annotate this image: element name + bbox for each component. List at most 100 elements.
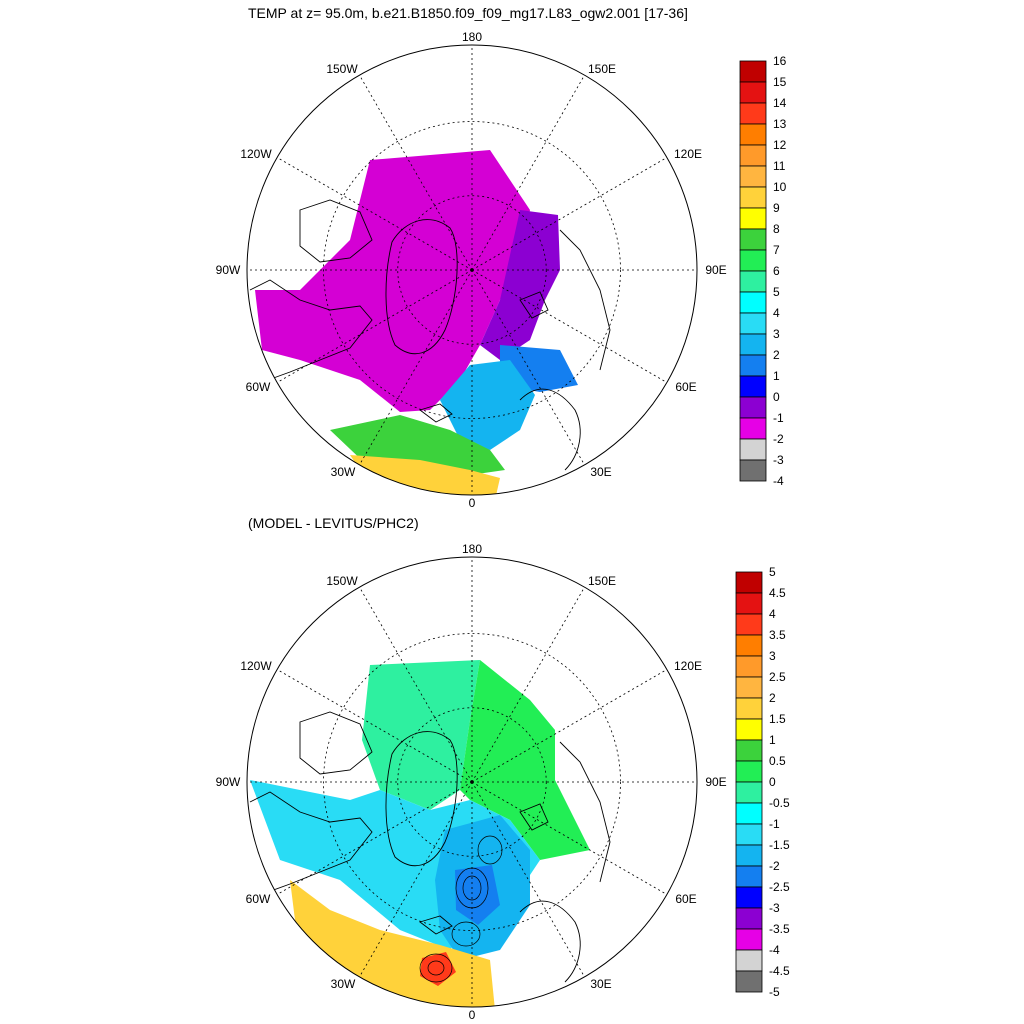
colorbar-swatch: [739, 165, 767, 188]
coastline-scandinavia: [519, 388, 581, 471]
colorbar-tick-label: -3: [769, 901, 780, 915]
lon-label: 150W: [326, 574, 358, 588]
colorbar-tick-label: 7: [773, 243, 780, 257]
colorbar-swatch: [739, 354, 767, 377]
coastlines: [249, 199, 611, 471]
lon-label: 30W: [331, 977, 356, 991]
colorbar-tick-label: -1: [769, 817, 780, 831]
colorbar-swatch: [735, 739, 763, 762]
lon-label: 0: [469, 1008, 476, 1022]
colorbar-tick-label: -4: [773, 474, 784, 488]
colorbar-swatch: [739, 81, 767, 104]
colorbar-tick-label: 3: [773, 327, 780, 341]
colorbar-swatch: [739, 228, 767, 251]
graticule: [247, 45, 697, 495]
colorbar-swatch: [739, 123, 767, 146]
colorbar-swatch: [735, 592, 763, 615]
colorbar-tick-label: 1.5: [769, 712, 786, 726]
colorbar-swatch: [739, 312, 767, 335]
colorbar-tick-label: 2: [773, 348, 780, 362]
colorbar-tick-label: -3: [773, 453, 784, 467]
lon-label: 180: [462, 542, 482, 556]
colorbar-tick-label: -2: [773, 432, 784, 446]
colorbar-swatch: [735, 949, 763, 972]
colorbar-tick-label: 11: [773, 159, 786, 173]
colorbar-tick-label: 6: [773, 264, 780, 278]
colorbar-swatch: [739, 333, 767, 356]
colorbar-swatch: [739, 270, 767, 293]
colorbar-tick-label: 12: [773, 138, 787, 152]
lon-label: 90E: [705, 263, 726, 277]
colorbar-tick-label: -2.5: [769, 880, 790, 894]
lon-label: 150W: [326, 62, 358, 76]
colorbar-tick-label: 14: [773, 96, 787, 110]
colorbar-swatch: [739, 291, 767, 314]
colorbar-tick-label: -1.5: [769, 838, 790, 852]
longitude-labels: 180 150E 120E 90E 60E 30E 0 30W 60W 90W …: [216, 542, 727, 1022]
colorbar-tick-label: -4.5: [769, 964, 790, 978]
latitude-circle: [323, 633, 621, 931]
colorbar-anomaly: 5 4.5 4 3.5 3 2.5 2 1.5 1 0.5 0 -0.5 -1 -1.5 -2 -2.5 -3 -…: [735, 565, 790, 999]
coastline-greenland: [385, 219, 458, 355]
colorbar-tick-label: 5: [769, 565, 776, 579]
lon-label: 60E: [675, 380, 696, 394]
field-amerasian-basin: [362, 660, 480, 810]
colorbar-tick-label: -0.5: [769, 796, 790, 810]
latitude-circle: [397, 707, 547, 857]
colorbar-swatch: [739, 249, 767, 272]
lon-label: 30E: [590, 977, 611, 991]
colorbar-tick-label: 0.5: [769, 754, 786, 768]
colorbar-swatch: [739, 102, 767, 125]
coastline-greenland: [385, 731, 458, 867]
colorbar-swatch: [739, 375, 767, 398]
colorbar-tick-label: 0: [773, 390, 780, 404]
graticule: [247, 557, 697, 1007]
coastline-siberia: [559, 741, 611, 883]
colorbar-tick-label: 9: [773, 201, 780, 215]
colorbar-swatch: [735, 718, 763, 741]
colorbar-tick-label: 3.5: [769, 628, 786, 642]
coastline-scandinavia: [519, 900, 581, 983]
lon-label: 120W: [240, 659, 272, 673]
coastlines: [249, 711, 611, 983]
coastline-canadian-archipelago: [299, 199, 373, 263]
colorbar-tick-label: 1: [769, 733, 776, 747]
field-nordic-cold-core: [455, 865, 500, 925]
colorbar-swatch: [735, 928, 763, 951]
colorbar-swatch: [735, 970, 763, 993]
colorbar-tick-label: -4: [769, 943, 780, 957]
colorbar-swatch: [735, 823, 763, 846]
colorbar-swatch: [735, 907, 763, 930]
lon-label: 120E: [674, 147, 702, 161]
field-eurasian-basin: [460, 660, 590, 860]
colorbar-tick-label: 4: [769, 607, 776, 621]
colorbar-swatch: [735, 760, 763, 783]
colorbar-swatch: [735, 697, 763, 720]
coastline-iceland: [419, 915, 453, 935]
colorbar-swatch: [739, 60, 767, 83]
map-boundary: [246, 556, 698, 1008]
coastline-iceland: [419, 403, 453, 423]
coastline-svalbard: [519, 803, 549, 831]
colorbar-tick-label: -1: [773, 411, 784, 425]
panel-bottom: (MODEL - LEVITUS/PHC2): [216, 515, 790, 1022]
lon-label: 0: [469, 496, 476, 510]
colorbar-tick-label: 4: [773, 306, 780, 320]
colorbar-swatch: [735, 655, 763, 678]
colorbar-swatch: [735, 781, 763, 804]
colorbar-swatch: [735, 886, 763, 909]
lon-label: 30E: [590, 465, 611, 479]
colorbar-swatch: [739, 459, 767, 482]
map-boundary: [246, 44, 698, 496]
colorbar-swatch: [739, 144, 767, 167]
colorbar-swatch: [735, 802, 763, 825]
lon-label: 60E: [675, 892, 696, 906]
coastline-siberia: [559, 229, 611, 371]
colorbar-swatch: [739, 396, 767, 419]
colorbar-swatch: [735, 676, 763, 699]
colorbar-tick-label: 0: [769, 775, 776, 789]
colorbar-swatch: [735, 571, 763, 594]
colorbar-tick-label: 10: [773, 180, 787, 194]
lon-label: 90W: [216, 775, 241, 789]
colorbar-swatch: [739, 417, 767, 440]
